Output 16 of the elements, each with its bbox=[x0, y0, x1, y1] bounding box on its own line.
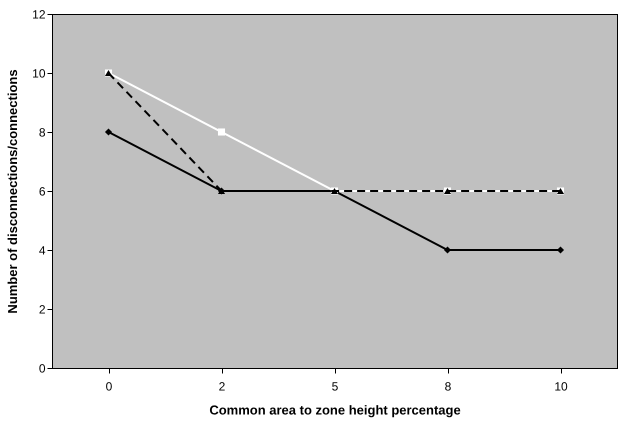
y-tick-label: 8 bbox=[38, 126, 46, 140]
x-tick-label: 2 bbox=[218, 380, 226, 394]
y-tick-label: 12 bbox=[32, 8, 46, 22]
y-tick-label: 4 bbox=[38, 244, 46, 258]
x-tick-label: 5 bbox=[332, 380, 339, 394]
point bbox=[104, 128, 112, 136]
x-axis-title: Common area to zone height percentage bbox=[209, 402, 461, 418]
y-tick-label: 2 bbox=[38, 302, 46, 316]
y-tick-label: 0 bbox=[38, 362, 46, 376]
x-tick-label: 0 bbox=[106, 380, 113, 394]
x-tick-label: 8 bbox=[444, 380, 452, 394]
point bbox=[218, 128, 226, 136]
y-axis-title: Number of disconnections/connections bbox=[5, 69, 20, 314]
y-tick-label: 6 bbox=[38, 184, 46, 198]
y-tick-label: 10 bbox=[32, 66, 46, 80]
x-tick-label: 10 bbox=[554, 380, 568, 394]
